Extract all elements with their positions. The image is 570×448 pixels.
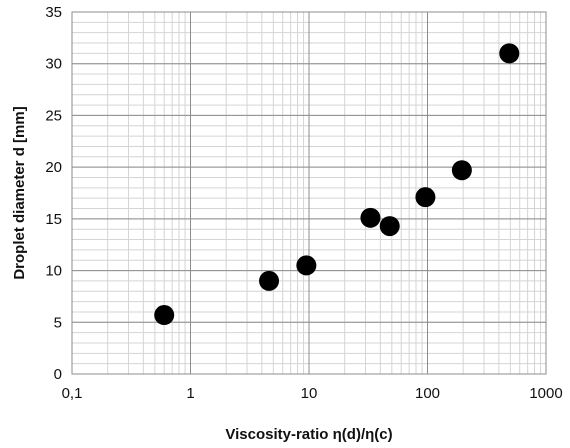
y-tick-label: 35 (45, 4, 62, 21)
data-point (154, 305, 175, 326)
y-axis-ticks: 0 5 10 15 20 25 30 35 (45, 4, 62, 383)
x-tick-label: 0,1 (62, 385, 83, 402)
x-tick-label: 100 (415, 385, 440, 402)
y-tick-label: 30 (45, 56, 62, 73)
x-axis-ticks: 0,1 1 10 100 1000 (62, 385, 563, 402)
data-points (154, 43, 520, 326)
data-point (451, 160, 472, 181)
data-point (360, 207, 381, 228)
data-point (379, 216, 400, 237)
x-tick-label: 10 (301, 385, 318, 402)
y-tick-label: 0 (54, 366, 62, 383)
data-point (296, 255, 317, 276)
y-tick-label: 10 (45, 263, 62, 280)
y-tick-label: 20 (45, 159, 62, 176)
data-point (499, 43, 520, 64)
y-tick-label: 15 (45, 211, 62, 228)
data-point (415, 187, 436, 208)
y-axis-title: Droplet diameter d [mm] (11, 106, 28, 279)
x-axis-title: Viscosity-ratio η(d)/η(c) (225, 426, 392, 443)
x-tick-label: 1 (186, 385, 194, 402)
grid (71, 11, 547, 375)
x-tick-label: 1000 (529, 385, 562, 402)
y-tick-label: 25 (45, 107, 62, 124)
y-tick-label: 5 (54, 314, 62, 331)
data-point (259, 270, 280, 291)
plot-area-frame (71, 11, 547, 375)
